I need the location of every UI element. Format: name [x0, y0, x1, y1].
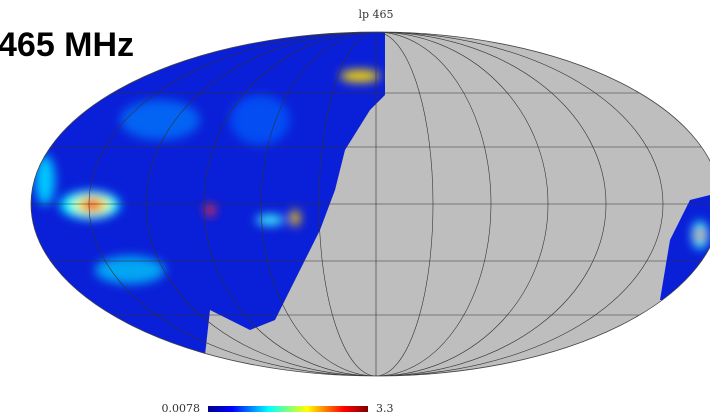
colorbar-max: 3.3: [376, 402, 394, 415]
frequency-label: 465 MHz: [0, 26, 134, 64]
sky-map: lp 465 465 MHz 0.0078 3.3: [0, 0, 710, 419]
page: lp 465 465 MHz 0.0078 3.3 (() => { const…: [0, 0, 710, 419]
map-title: lp 465: [358, 8, 393, 21]
colorbar-min: 0.0078: [162, 402, 201, 415]
colorbar: [208, 406, 368, 412]
